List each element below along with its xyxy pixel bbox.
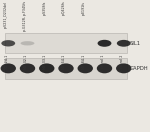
- Ellipse shape: [117, 40, 131, 47]
- Text: p.S358fs: p.S358fs: [43, 1, 47, 15]
- Text: p.V231_D232del: p.V231_D232del: [4, 1, 8, 28]
- Ellipse shape: [21, 41, 34, 45]
- Text: p.E191fs: p.E191fs: [81, 1, 85, 15]
- Ellipse shape: [58, 63, 74, 73]
- Text: p.Q426fs: p.Q426fs: [62, 1, 66, 15]
- Bar: [4, 33, 127, 53]
- Text: M3524.1: M3524.1: [4, 54, 8, 69]
- Ellipse shape: [98, 40, 111, 47]
- Ellipse shape: [97, 63, 112, 73]
- Ellipse shape: [78, 63, 93, 73]
- Ellipse shape: [1, 63, 16, 73]
- Text: M3564.1: M3564.1: [62, 54, 66, 69]
- Bar: [4, 58, 127, 79]
- Text: Control 2: Control 2: [120, 54, 124, 71]
- Ellipse shape: [20, 63, 35, 73]
- Text: M3533.1: M3533.1: [43, 54, 47, 69]
- Text: GAPDH: GAPDH: [130, 66, 148, 71]
- Text: M3532.1: M3532.1: [24, 54, 27, 69]
- Text: p.G312R, p.F345fs: p.G312R, p.F345fs: [24, 1, 27, 31]
- Text: SIL1: SIL1: [130, 41, 141, 46]
- Ellipse shape: [39, 63, 54, 73]
- Text: M3584.1: M3584.1: [81, 54, 85, 69]
- Ellipse shape: [116, 63, 131, 73]
- Text: Control 1: Control 1: [100, 54, 105, 71]
- Ellipse shape: [1, 40, 15, 46]
